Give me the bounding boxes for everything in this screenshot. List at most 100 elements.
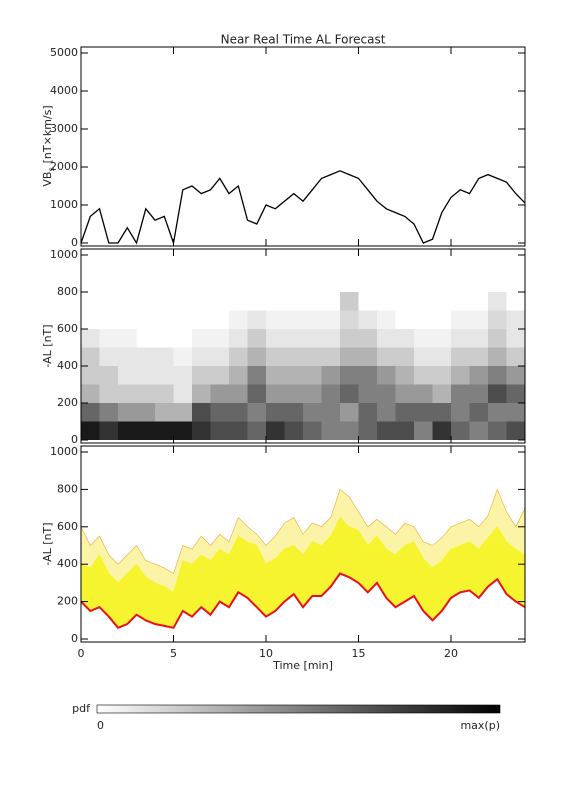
y-tick-label: 4000: [50, 84, 78, 97]
heat-cell: [284, 347, 303, 366]
heat-cell: [81, 310, 100, 329]
heat-cell: [284, 366, 303, 385]
heat-cell: [414, 292, 433, 311]
heat-cell: [506, 310, 525, 329]
heat-cell: [451, 347, 470, 366]
heat-cell: [377, 292, 396, 311]
heat-cell: [303, 384, 322, 403]
y-label-main: VB: [41, 172, 54, 187]
heat-cell: [118, 366, 137, 385]
heat-cell: [303, 347, 322, 366]
heat-cell: [377, 366, 396, 385]
heat-cell: [488, 384, 507, 403]
heat-cell: [229, 384, 248, 403]
heat-cell: [155, 421, 174, 440]
heat-cell: [451, 310, 470, 329]
y-tick-label: 800: [57, 482, 78, 495]
y-tick-label: 0: [71, 236, 78, 249]
heat-cell: [303, 366, 322, 385]
plot-frame: [80, 248, 526, 444]
heat-cell: [432, 403, 451, 422]
heat-cell: [229, 366, 248, 385]
heat-cell: [210, 292, 229, 311]
heat-cell: [118, 403, 137, 422]
heat-cell: [81, 292, 100, 311]
heat-cell: [266, 310, 285, 329]
heat-cell: [192, 310, 211, 329]
heat-cell: [247, 347, 266, 366]
band-line: [80, 488, 526, 575]
colorbar: [96, 704, 501, 714]
heat-cell: [395, 310, 414, 329]
heat-cell: [81, 329, 100, 348]
heat-cell: [414, 366, 433, 385]
heat-cell: [284, 329, 303, 348]
heat-cell: [192, 347, 211, 366]
heat-cell: [118, 421, 137, 440]
band-area: [81, 573, 525, 639]
y-tick-label: 400: [57, 557, 78, 570]
heat-cell: [210, 421, 229, 440]
heat-cell: [488, 347, 507, 366]
heat-cell: [99, 421, 118, 440]
heat-cell: [173, 292, 192, 311]
heat-cell: [340, 403, 359, 422]
heat-cell: [155, 384, 174, 403]
heat-cell: [395, 329, 414, 348]
heat-cell: [173, 366, 192, 385]
heat-cell: [210, 366, 229, 385]
x-axis-label: Time [min]: [272, 659, 333, 672]
y-tick-label: 1000: [50, 445, 78, 458]
y-axis-label: VBs [nT×km/s]: [41, 105, 56, 186]
heat-cell: [451, 292, 470, 311]
heat-cell: [377, 347, 396, 366]
heat-cell: [451, 329, 470, 348]
heat-cell: [136, 329, 155, 348]
heat-cell: [155, 292, 174, 311]
heat-cell: [303, 292, 322, 311]
heat-cell: [136, 310, 155, 329]
heat-cell: [395, 384, 414, 403]
heat-cell: [414, 347, 433, 366]
colorbar-tick-label: max(p): [460, 719, 500, 732]
heat-cell: [321, 292, 340, 311]
heat-cell: [284, 310, 303, 329]
heat-cell: [358, 329, 377, 348]
heat-cell: [81, 384, 100, 403]
heat-cell: [247, 384, 266, 403]
y-tick-label: 2000: [50, 160, 78, 173]
heat-cell: [377, 329, 396, 348]
heat-cell: [358, 384, 377, 403]
heat-cell: [506, 292, 525, 311]
heat-cell: [303, 403, 322, 422]
heat-cell: [136, 292, 155, 311]
heat-cell: [469, 421, 488, 440]
heat-cell: [81, 403, 100, 422]
heat-cell: [395, 292, 414, 311]
heat-cell: [99, 310, 118, 329]
heat-cell: [488, 421, 507, 440]
heat-cell: [192, 384, 211, 403]
heat-cell: [155, 366, 174, 385]
heat-cell: [81, 421, 100, 440]
heat-cell: [173, 329, 192, 348]
heat-cell: [432, 292, 451, 311]
heat-cell: [432, 347, 451, 366]
heat-cell: [266, 421, 285, 440]
heat-cell: [136, 366, 155, 385]
heat-cell: [340, 329, 359, 348]
heat-cell: [506, 384, 525, 403]
heat-cell: [358, 292, 377, 311]
y-tick-label: 1000: [50, 248, 78, 261]
heat-cell: [173, 384, 192, 403]
heat-cell: [340, 421, 359, 440]
plot-frame: [80, 445, 526, 643]
heat-cell: [340, 310, 359, 329]
heat-cell: [303, 310, 322, 329]
heat-cell: [229, 403, 248, 422]
heat-cell: [303, 329, 322, 348]
heat-cell: [506, 366, 525, 385]
y-axis-label: -AL [nT]: [41, 324, 54, 367]
heat-cell: [118, 329, 137, 348]
heat-cell: [469, 329, 488, 348]
